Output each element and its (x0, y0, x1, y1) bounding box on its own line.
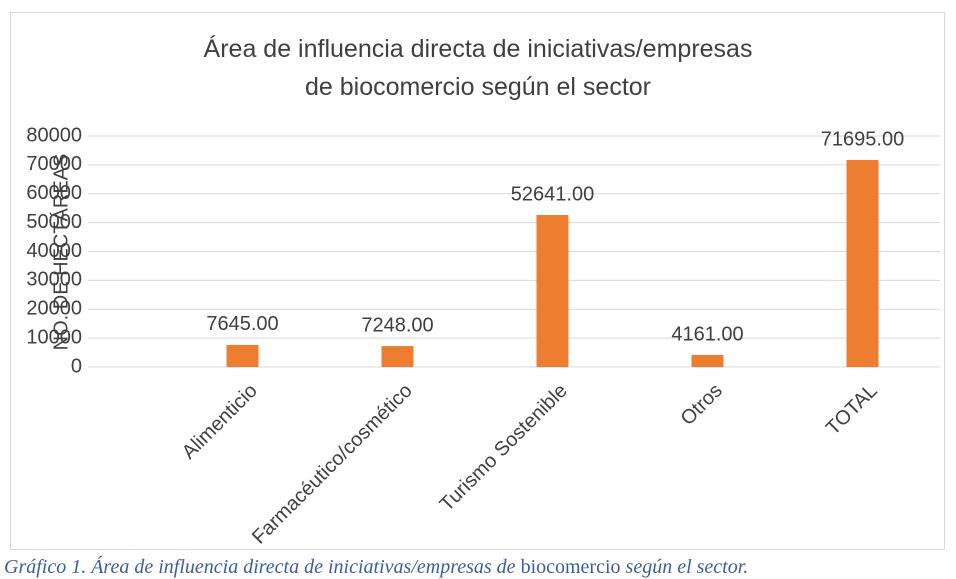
bar (226, 344, 259, 367)
chart-title: Área de influencia directa de iniciativa… (203, 35, 753, 101)
y-tick-label: 80000 (26, 124, 82, 146)
bar (691, 354, 724, 367)
bar (381, 346, 414, 367)
y-tick-label: 70000 (26, 153, 82, 175)
data-label: 71695.00 (821, 128, 904, 150)
data-label: 7645.00 (206, 313, 278, 335)
y-tick-label: 60000 (26, 182, 82, 204)
y-axis-label: NO. DE HECTÁREAS (49, 154, 72, 351)
y-tick-label: 20000 (26, 298, 82, 320)
y-tick-label: 10000 (26, 326, 82, 348)
chart-frame (10, 12, 945, 550)
data-label: 7248.00 (361, 314, 433, 336)
data-label: 4161.00 (671, 323, 743, 345)
x-tick-label: Farmacéutico/cosmético (248, 380, 417, 549)
y-tick-label: 30000 (26, 269, 82, 291)
y-tick-label: 40000 (26, 240, 82, 262)
y-tick-label: 0 (71, 355, 82, 377)
bar (846, 159, 879, 367)
caption-part: según el sector. (620, 556, 749, 578)
data-label: 52641.00 (511, 183, 594, 205)
caption-part: Gráfico 1. Área de influencia directa de… (4, 556, 521, 578)
caption: Gráfico 1. Área de influencia directa de… (4, 556, 748, 579)
x-tick-label: TOTAL (822, 380, 882, 440)
caption-part: biocomercio (520, 556, 621, 578)
x-tick-label: Alimenticio (178, 380, 262, 464)
bar (536, 214, 569, 367)
x-tick-label: Otros (677, 380, 727, 430)
x-tick-label: Turismo Sostenible (436, 380, 572, 516)
y-tick-label: 50000 (26, 211, 82, 233)
